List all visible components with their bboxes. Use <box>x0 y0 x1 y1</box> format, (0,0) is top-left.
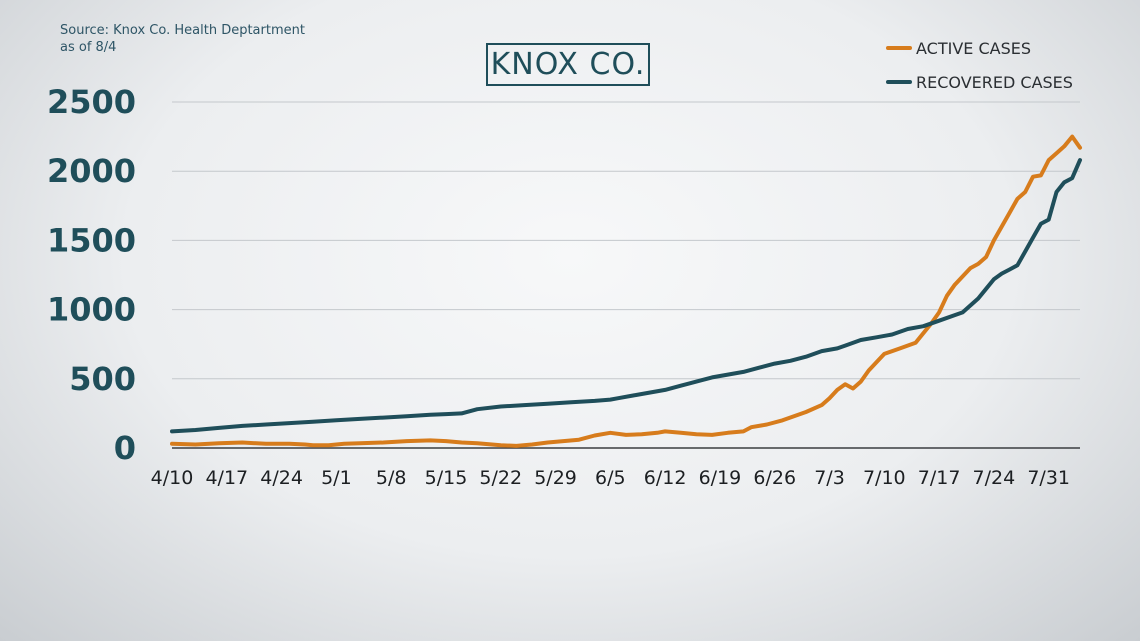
legend-item-recovered: RECOVERED CASES <box>886 72 1073 92</box>
x-tick-label: 4/10 <box>151 467 194 489</box>
y-tick-label: 1500 <box>47 221 136 259</box>
x-tick-label: 7/17 <box>918 467 961 489</box>
y-tick-label: 500 <box>69 360 136 398</box>
y-tick-label: 2000 <box>47 152 136 190</box>
series-line-recovered-cases <box>170 158 1082 434</box>
legend-item-active: ACTIVE CASES <box>886 38 1031 58</box>
x-tick-label: 7/3 <box>814 467 845 489</box>
x-tick-label: 6/26 <box>753 467 796 489</box>
y-tick-label: 1000 <box>47 291 136 329</box>
x-tick-label: 7/10 <box>863 467 906 489</box>
series-line-active-cases <box>170 134 1082 448</box>
x-tick-label: 6/12 <box>644 467 687 489</box>
as-of-date: as of 8/4 <box>60 40 117 55</box>
legend-swatch-active <box>886 46 912 50</box>
x-tick-label: 5/1 <box>321 467 352 489</box>
x-tick-label: 5/29 <box>534 467 577 489</box>
legend-label-active: ACTIVE CASES <box>916 38 1032 58</box>
x-tick-label: 6/19 <box>699 467 742 489</box>
x-tick-label: 5/22 <box>479 467 522 489</box>
x-tick-label: 5/15 <box>425 467 468 489</box>
x-tick-label: 4/17 <box>205 467 248 489</box>
y-tick-label: 0 <box>114 429 136 467</box>
legend-swatch-recovered <box>886 80 912 84</box>
x-tick-label: 7/31 <box>1027 467 1070 489</box>
x-tick-label: 6/5 <box>595 467 626 489</box>
x-tick-label: 4/24 <box>260 467 303 489</box>
y-tick-label: 2500 <box>47 83 136 121</box>
chart-title-box: KNOX CO. <box>486 43 650 86</box>
chart-title: KNOX CO. <box>490 47 646 82</box>
source-line: Source: Knox Co. Health Deptartment <box>60 23 305 38</box>
x-tick-label: 7/24 <box>973 467 1016 489</box>
source-note: Source: Knox Co. Health Deptartment as o… <box>60 22 305 56</box>
x-tick-label: 5/8 <box>376 467 407 489</box>
legend-label-recovered: RECOVERED CASES <box>916 72 1073 92</box>
